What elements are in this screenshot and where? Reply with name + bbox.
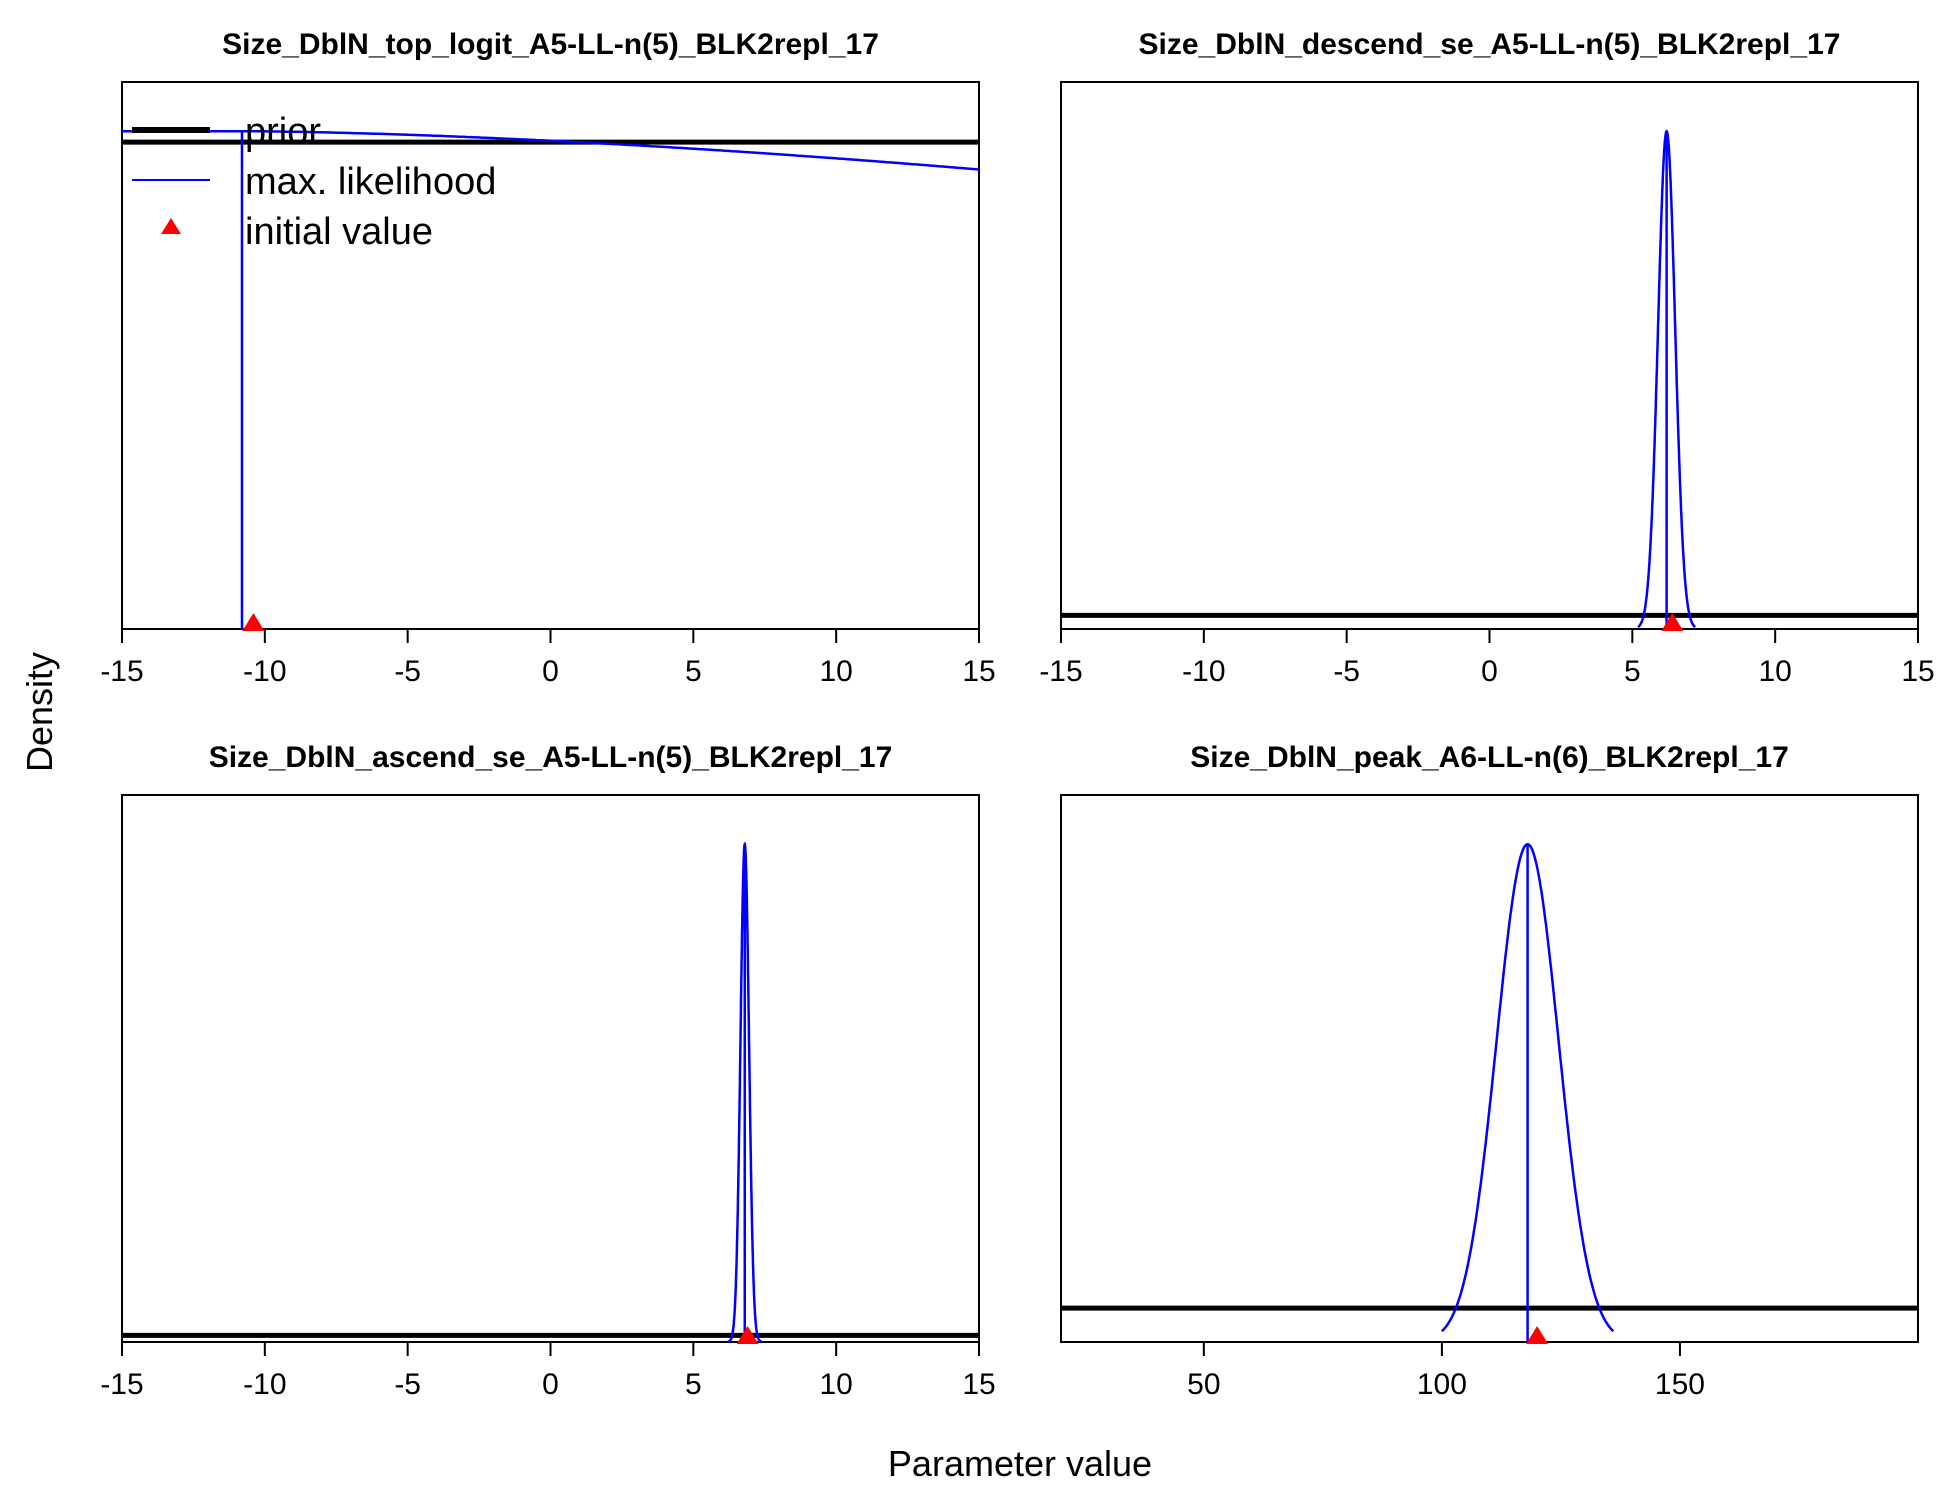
x-tick-label: 5 [685, 1368, 702, 1401]
x-tick-label: 100 [1417, 1368, 1467, 1401]
panel-ascend-se: Size_DblN_ascend_se_A5-LL-n(5)_BLK2repl_… [100, 741, 995, 1401]
x-tick-label: -5 [394, 1368, 421, 1401]
panel-title: Size_DblN_descend_se_A5-LL-n(5)_BLK2repl… [1139, 28, 1841, 61]
x-tick-label: -15 [100, 655, 143, 688]
legend-prior-label: prior [245, 111, 321, 153]
panel-peak: Size_DblN_peak_A6-LL-n(6)_BLK2repl_17 50 1… [1060, 741, 1919, 1401]
panel-descend-se: Size_DblN_descend_se_A5-LL-n(5)_BLK2repl… [1039, 28, 1934, 688]
panel-title: Size_DblN_ascend_se_A5-LL-n(5)_BLK2repl_… [209, 741, 893, 774]
x-tick-label: 15 [962, 1368, 995, 1401]
x-tick-label: -10 [243, 655, 286, 688]
x-tick-label: 50 [1187, 1368, 1220, 1401]
x-tick-label: -10 [1182, 655, 1225, 688]
panel-title: Size_DblN_top_logit_A5-LL-n(5)_BLK2repl_… [222, 28, 879, 61]
x-tick-label: 5 [685, 655, 702, 688]
initial-value-marker [736, 1326, 759, 1344]
mle-density-curve [1441, 842, 1615, 1333]
x-tick-label: -15 [100, 1368, 143, 1401]
x-tick-label: 10 [819, 655, 852, 688]
legend-initial-swatch [161, 218, 181, 234]
x-tick-label: 0 [542, 655, 559, 688]
mle-density-curve [727, 841, 763, 1344]
initial-value-marker [242, 613, 265, 631]
x-tick-label: -15 [1039, 655, 1082, 688]
x-tick-label: 15 [962, 655, 995, 688]
legend: prior max. likelihood initial value [132, 111, 496, 253]
panel-title: Size_DblN_peak_A6-LL-n(6)_BLK2repl_17 [1190, 741, 1789, 774]
x-tick-label: -5 [1333, 655, 1360, 688]
mle-density-curve [1637, 129, 1696, 629]
y-axis-title: Density [19, 652, 60, 772]
initial-value-marker [1661, 613, 1684, 631]
legend-mle-label: max. likelihood [245, 161, 496, 203]
legend-initial-label: initial value [245, 211, 433, 253]
x-tick-label: 10 [1758, 655, 1791, 688]
x-axis-title: Parameter value [888, 1443, 1152, 1484]
x-tick-label: 150 [1655, 1368, 1705, 1401]
x-tick-label: 10 [819, 1368, 852, 1401]
x-tick-label: 15 [1901, 655, 1934, 688]
x-tick-label: 5 [1624, 655, 1641, 688]
plot-frame [1060, 81, 1919, 630]
x-tick-label: -10 [243, 1368, 286, 1401]
initial-value-marker [1526, 1326, 1549, 1344]
x-tick-label: 0 [1481, 655, 1498, 688]
x-tick-label: 0 [542, 1368, 559, 1401]
plot-frame [121, 794, 980, 1343]
plot-frame [1060, 794, 1919, 1343]
panel-top-logit: Size_DblN_top_logit_A5-LL-n(5)_BLK2repl_… [100, 28, 995, 688]
x-tick-label: -5 [394, 655, 421, 688]
mle-density-curve [242, 129, 980, 171]
